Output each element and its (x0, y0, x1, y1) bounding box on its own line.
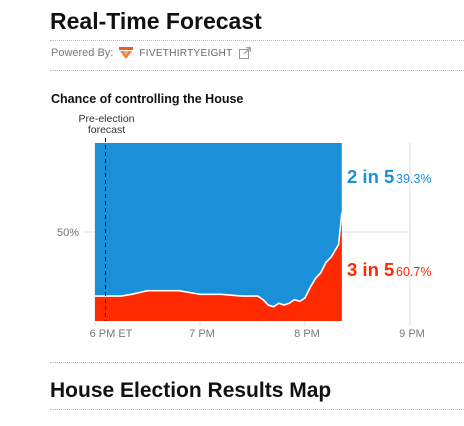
section-title: House Election Results Map (50, 379, 332, 402)
title-divider (50, 40, 464, 41)
rep-odds-label: 3 in 5 (347, 259, 394, 280)
fivethirtyeight-logo-icon (119, 47, 134, 59)
pre-election-annotation: Pre-election forecast (78, 113, 134, 136)
section-divider (50, 362, 464, 363)
x-tick-label: 8 PM (294, 328, 320, 340)
x-tick-label: 7 PM (189, 328, 215, 340)
powered-divider (50, 70, 464, 71)
dem-area (95, 143, 342, 321)
x-tick-label: 9 PM (399, 328, 425, 340)
page-title: Real-Time Forecast (50, 8, 262, 34)
rep-percent-label: 60.7% (396, 265, 431, 279)
brand-link[interactable]: FIVETHIRTYEIGHT (139, 47, 233, 59)
dem-percent-label: 39.3% (396, 172, 431, 186)
chart-title: Chance of controlling the House (51, 92, 244, 106)
x-tick-label: 6 PM ET (90, 328, 133, 340)
external-link-icon[interactable] (238, 47, 251, 59)
powered-by-label: Powered By: (51, 47, 114, 59)
y-tick-label: 50% (57, 227, 79, 239)
powered-by: Powered By: FIVETHIRTYEIGHT (51, 47, 251, 59)
rep-area (95, 213, 342, 321)
forecast-line (95, 212, 343, 308)
section-title-divider (50, 409, 464, 410)
dem-odds-label: 2 in 5 (347, 166, 394, 187)
